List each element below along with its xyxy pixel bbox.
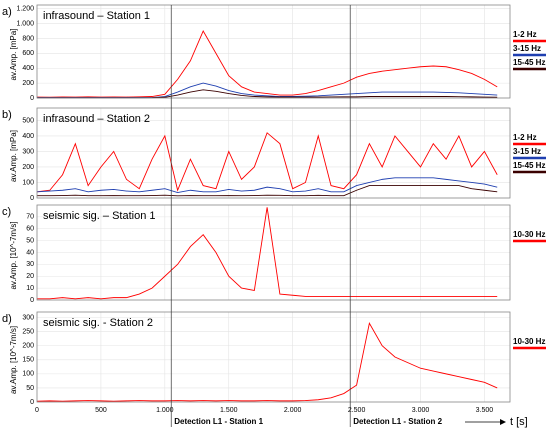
detection-label: Detection L1 - Station 1: [174, 417, 263, 426]
y-axis-label: av.Amp. [10^-7m/s]: [9, 326, 18, 394]
x-tick-label: 0: [35, 407, 39, 414]
y-tick-label: 50: [26, 385, 34, 392]
panel-label: a): [2, 6, 12, 18]
x-tick-label: 1.500: [220, 407, 238, 414]
x-tick-label: 1.000: [156, 407, 174, 414]
y-tick-label: 0: [30, 297, 34, 304]
y-tick-label: 0: [30, 95, 34, 102]
legend-label: 15-45 Hz: [513, 161, 545, 170]
y-axis-label: av.Amp. [10^-7m/s]: [9, 221, 18, 289]
panel-title: infrasound – Station 1: [43, 10, 150, 22]
y-tick-label: 70: [26, 214, 34, 221]
plot-frame: [36, 4, 511, 99]
legend-label: 1-2 Hz: [513, 133, 537, 142]
y-tick-label: 60: [26, 226, 34, 233]
y-tick-label: 300: [22, 314, 34, 321]
legend-label: 3-15 Hz: [513, 44, 541, 53]
y-tick-label: 400: [22, 133, 34, 140]
series-line: [36, 321, 498, 402]
panel-title: seismic sig. – Station 1: [43, 210, 156, 222]
plot-frame: [36, 311, 511, 403]
y-tick-label: 10: [26, 285, 34, 292]
series-line: [36, 177, 498, 194]
y-tick-label: 400: [22, 65, 34, 72]
detection-label: Detection L1 - Station 2: [353, 417, 442, 426]
y-tick-label: 800: [22, 35, 34, 42]
plot-frame: [36, 107, 511, 199]
x-arrow-head: [500, 419, 506, 425]
series-line: [37, 82, 498, 99]
panel-title: seismic sig. - Station 2: [43, 317, 153, 329]
y-tick-label: 100: [22, 371, 34, 378]
y-tick-label: 200: [22, 164, 34, 171]
plot-frame: [36, 204, 511, 301]
panel-title: infrasound – Station 2: [43, 113, 150, 125]
y-tick-label: 200: [22, 80, 34, 87]
y-tick-label: 200: [22, 343, 34, 350]
legend-label: 15-45 Hz: [513, 58, 545, 67]
y-axis-label: av.Amp. [mPa]: [9, 29, 18, 81]
y-tick-label: 0: [30, 399, 34, 406]
y-tick-label: 1.000: [16, 20, 34, 27]
y-tick-label: 40: [26, 249, 34, 256]
y-tick-label: 100: [22, 179, 34, 186]
panel-label: d): [2, 313, 12, 325]
legend-label: 3-15 Hz: [513, 147, 541, 156]
x-tick-label: 3.500: [476, 407, 494, 414]
series-line: [36, 132, 498, 193]
y-tick-label: 600: [22, 50, 34, 57]
panel-label: c): [2, 206, 11, 218]
y-axis-label: av.Amp. [mPa]: [9, 130, 18, 182]
y-tick-label: 0: [30, 195, 34, 202]
panel-label: b): [2, 109, 12, 121]
x-tick-label: 3.000: [412, 407, 430, 414]
y-tick-label: 20: [26, 273, 34, 280]
series-line: [37, 185, 498, 197]
y-tick-label: 1.200: [16, 6, 34, 13]
x-tick-label: 500: [95, 407, 107, 414]
series-line: [36, 30, 498, 98]
y-tick-label: 30: [26, 261, 34, 268]
legend-label: 1-2 Hz: [513, 30, 537, 39]
y-tick-label: 250: [22, 329, 34, 336]
y-tick-label: 50: [26, 237, 34, 244]
x-tick-label: 2.000: [284, 407, 302, 414]
x-axis-label: t [s]: [510, 416, 528, 428]
legend-label: 10-30 Hz: [513, 230, 545, 239]
y-tick-label: 500: [22, 117, 34, 124]
series-line: [37, 207, 498, 300]
x-tick-label: 2.500: [348, 407, 366, 414]
y-tick-label: 150: [22, 357, 34, 364]
y-tick-label: 300: [22, 148, 34, 155]
legend-label: 10-30 Hz: [513, 337, 545, 346]
